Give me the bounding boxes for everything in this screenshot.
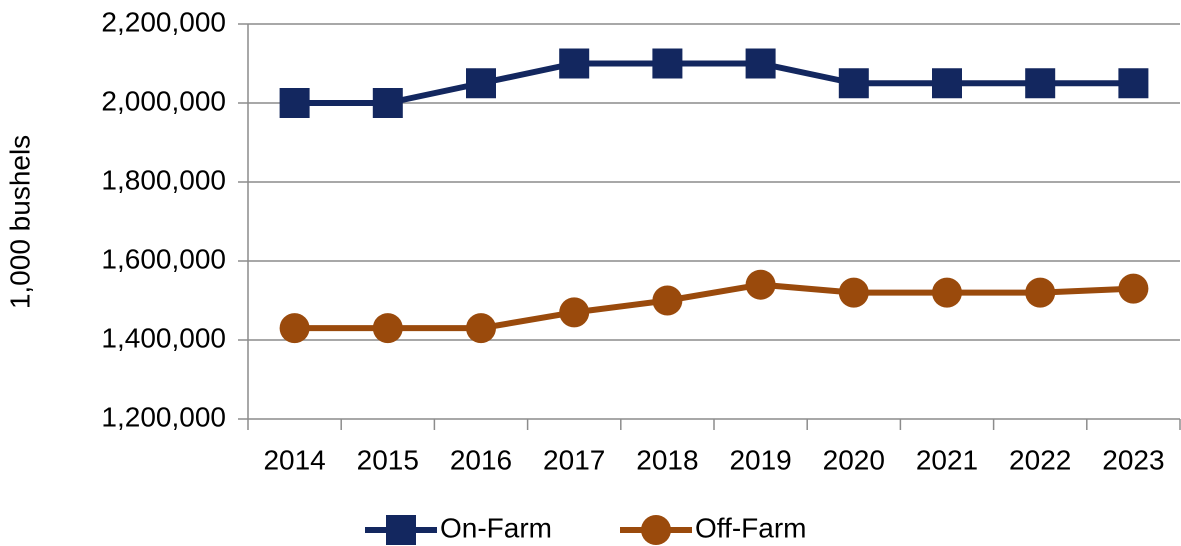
data-point xyxy=(559,48,590,79)
x-tick-label: 2023 xyxy=(1102,444,1164,475)
x-tick-label: 2022 xyxy=(1009,444,1071,475)
x-tick-label: 2015 xyxy=(357,444,419,475)
x-tick-label: 2014 xyxy=(263,444,325,475)
y-tick-label: 1,800,000 xyxy=(101,164,226,195)
y-tick-label: 1,200,000 xyxy=(101,401,226,432)
data-point xyxy=(745,48,776,79)
legend-marker xyxy=(386,515,416,545)
data-point xyxy=(652,48,683,79)
data-point xyxy=(1118,273,1149,304)
data-point xyxy=(466,313,496,344)
legend-marker xyxy=(641,515,671,545)
x-tick-label: 2019 xyxy=(729,444,791,475)
data-point xyxy=(1025,68,1056,99)
data-point xyxy=(1118,68,1149,99)
data-point xyxy=(559,297,590,328)
x-tick-label: 2017 xyxy=(543,444,605,475)
data-point xyxy=(932,68,962,99)
data-point xyxy=(932,277,962,308)
data-point xyxy=(652,285,683,316)
legend-label: On-Farm xyxy=(440,512,552,543)
x-tick-label: 2020 xyxy=(823,444,885,475)
y-tick-label: 1,400,000 xyxy=(101,322,226,353)
x-tick-label: 2016 xyxy=(450,444,512,475)
data-point xyxy=(372,88,403,118)
y-tick-label: 2,000,000 xyxy=(101,85,226,116)
data-point xyxy=(279,313,310,344)
data-point xyxy=(745,269,776,300)
x-tick-label: 2021 xyxy=(916,444,978,475)
series-line xyxy=(294,281,1134,332)
data-point xyxy=(372,313,403,344)
y-tick-label: 1,600,000 xyxy=(101,243,226,274)
x-tick-label: 2018 xyxy=(636,444,698,475)
y-tick-label: 2,200,000 xyxy=(101,6,226,37)
data-point xyxy=(279,88,310,118)
data-point xyxy=(466,68,496,99)
data-point xyxy=(838,68,869,99)
series-line xyxy=(294,60,1134,106)
y-axis-label: 1,000 bushels xyxy=(4,135,35,309)
data-point xyxy=(838,277,869,308)
legend-label: Off-Farm xyxy=(695,512,806,543)
data-point xyxy=(1025,277,1056,308)
